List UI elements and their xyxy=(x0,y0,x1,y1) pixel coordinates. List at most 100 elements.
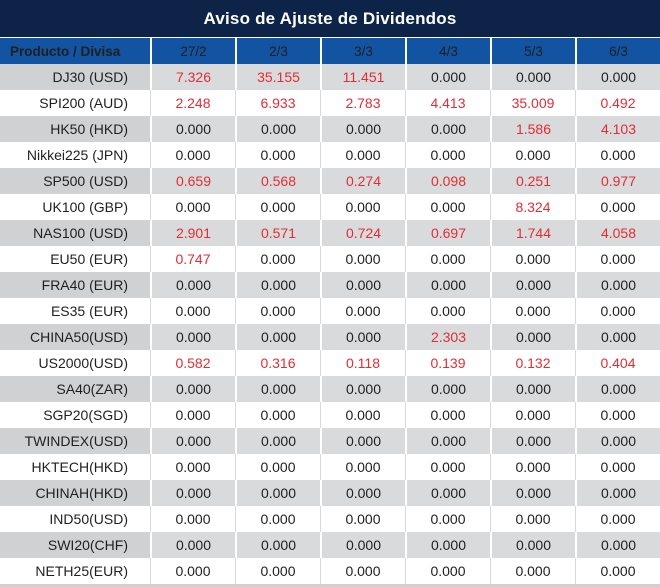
value-cell: 0.000 xyxy=(235,402,320,428)
value-cell: 35.155 xyxy=(235,64,320,90)
product-cell: UK100 (GBP) xyxy=(42,199,128,215)
value-cell: 0.000 xyxy=(235,454,320,480)
value-cell: 0.000 xyxy=(405,194,490,220)
value-cell: 0.000 xyxy=(490,246,575,272)
value-cell: 0.000 xyxy=(320,116,405,142)
table-row: HK50 (HKD) 0.000 0.000 0.000 0.000 1.586 4.103 xyxy=(0,116,660,142)
value-cell: 0.000 xyxy=(405,116,490,142)
value-cell: 4.058 xyxy=(575,220,660,246)
value-cell: 6.933 xyxy=(235,90,320,116)
table-row: Nikkei225 (JPN) 0.000 0.000 0.000 0.000 0.000… xyxy=(0,142,660,168)
date-column-header: 4/3 xyxy=(405,38,490,64)
product-column-header: Producto / Divisa xyxy=(10,43,121,59)
table-row: IND50(USD) 0.000 0.000 0.000 0.000 0.000 0.000 xyxy=(0,506,660,532)
product-cell: NAS100 (USD) xyxy=(0,220,150,246)
value-cell: 0.000 xyxy=(405,506,490,532)
product-cell: SWI20(CHF) xyxy=(0,532,150,558)
table-row: CHINAH(HKD) 0.000 0.000 0.000 0.000 0.000 0.00… xyxy=(0,480,660,506)
table-row: SWI20(CHF) 0.000 0.000 0.000 0.000 0.000 0.000 xyxy=(0,532,660,558)
value-cell: 0.000 xyxy=(150,298,235,324)
value-cell: 0.000 xyxy=(405,376,490,402)
value-cell: 0.000 xyxy=(490,272,575,298)
product-cell: ES35 (EUR) xyxy=(50,303,128,319)
value-cell: 0.000 xyxy=(575,532,660,558)
product-cell: SA40(ZAR) xyxy=(0,376,150,402)
value-cell: 7.326 xyxy=(150,64,235,90)
value-cell: 0.316 xyxy=(235,350,320,376)
value-cell: 35.009 xyxy=(490,90,575,116)
value-cell: 0.000 xyxy=(490,376,575,402)
table-row: NAS100 (USD) 2.901 0.571 0.724 0.697 1.744 4.0… xyxy=(0,220,660,246)
product-cell: EU50 (EUR) xyxy=(50,251,128,267)
value-cell: 0.000 xyxy=(150,558,235,584)
value-cell: 0.098 xyxy=(405,168,490,194)
product-cell: DJ30 (USD) xyxy=(0,64,150,90)
value-cell: 0.000 xyxy=(575,64,660,90)
date-column-header: 6/3 xyxy=(575,38,660,64)
table-row: EU50 (EUR) 0.747 0.000 0.000 0.000 0.000 0.000 xyxy=(0,246,660,272)
value-cell: 0.000 xyxy=(490,506,575,532)
value-cell: 0.000 xyxy=(320,532,405,558)
value-cell: 0.000 xyxy=(320,298,405,324)
value-cell: 0.659 xyxy=(150,168,235,194)
product-cell: CHINA50(USD) xyxy=(0,324,150,350)
product-cell: SPI200 (AUD) xyxy=(39,95,128,111)
value-cell: 2.248 xyxy=(150,90,235,116)
table-row: TWINDEX(USD) 0.000 0.000 0.000 0.000 0.000 0.0… xyxy=(0,428,660,454)
value-cell: 0.000 xyxy=(235,194,320,220)
value-cell: 0.000 xyxy=(150,454,235,480)
value-cell: 0.000 xyxy=(150,142,235,168)
value-cell: 0.697 xyxy=(405,220,490,246)
value-cell: 0.251 xyxy=(490,168,575,194)
value-cell: 0.132 xyxy=(490,350,575,376)
value-cell: 0.000 xyxy=(150,480,235,506)
product-cell: CHINAH(HKD) xyxy=(0,480,150,506)
value-cell: 0.000 xyxy=(235,558,320,584)
value-cell: 0.000 xyxy=(575,142,660,168)
value-cell: 0.000 xyxy=(575,506,660,532)
value-cell: 0.000 xyxy=(575,376,660,402)
value-cell: 0.000 xyxy=(320,428,405,454)
value-cell: 0.000 xyxy=(150,532,235,558)
value-cell: 0.000 xyxy=(320,194,405,220)
value-cell: 0.000 xyxy=(235,480,320,506)
value-cell: 0.000 xyxy=(320,142,405,168)
date-column-header: 2/3 xyxy=(235,38,320,64)
product-cell: TWINDEX(USD) xyxy=(0,428,150,454)
value-cell: 0.000 xyxy=(320,558,405,584)
value-cell: 0.000 xyxy=(235,376,320,402)
date-column-header: 5/3 xyxy=(490,38,575,64)
value-cell: 2.303 xyxy=(405,324,490,350)
value-cell: 0.000 xyxy=(405,64,490,90)
product-cell: HK50 (HKD) xyxy=(0,116,150,142)
value-cell: 0.000 xyxy=(405,142,490,168)
table-row: HKTECH(HKD) 0.000 0.000 0.000 0.000 0.000 0.00… xyxy=(0,454,660,480)
value-cell: 0.000 xyxy=(405,246,490,272)
value-cell: 0.000 xyxy=(235,428,320,454)
table-row: DJ30 (USD) 7.326 35.155 11.451 0.000 0.000 0.0… xyxy=(0,64,660,90)
bottom-strip xyxy=(0,584,660,587)
value-cell: 0.000 xyxy=(235,324,320,350)
date-column-header: 27/2 xyxy=(150,38,235,64)
value-cell: 0.000 xyxy=(235,142,320,168)
value-cell: 0.000 xyxy=(150,376,235,402)
value-cell: 0.000 xyxy=(150,324,235,350)
value-cell: 0.000 xyxy=(575,298,660,324)
value-cell: 0.000 xyxy=(575,194,660,220)
value-cell: 4.103 xyxy=(575,116,660,142)
value-cell: 0.000 xyxy=(150,402,235,428)
value-cell: 4.413 xyxy=(405,90,490,116)
table-row: FRA40 (EUR) 0.000 0.000 0.000 0.000 0.000 0.00… xyxy=(0,272,660,298)
value-cell: 0.000 xyxy=(490,454,575,480)
value-cell: 0.568 xyxy=(235,168,320,194)
value-cell: 0.000 xyxy=(575,272,660,298)
value-cell: 0.000 xyxy=(235,298,320,324)
table-header: Producto / Divisa 27/2 2/3 3/3 4/3 5/3 6/3 xyxy=(0,37,660,64)
value-cell: 0.118 xyxy=(320,350,405,376)
value-cell: 1.586 xyxy=(490,116,575,142)
value-cell: 0.000 xyxy=(405,272,490,298)
value-cell: 11.451 xyxy=(320,64,405,90)
value-cell: 0.000 xyxy=(320,480,405,506)
value-cell: 0.000 xyxy=(490,142,575,168)
